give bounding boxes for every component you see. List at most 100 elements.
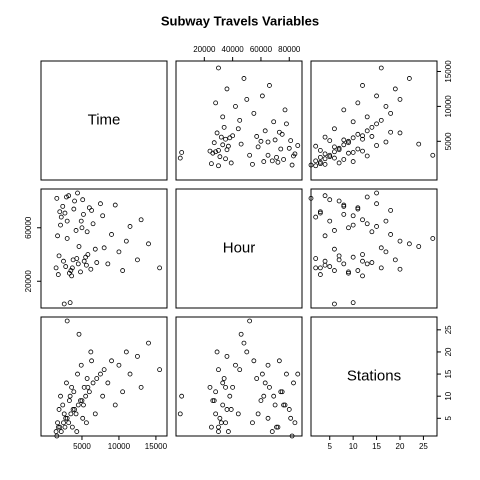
point: [360, 83, 365, 88]
point: [56, 253, 62, 259]
point: [217, 415, 223, 421]
point: [364, 128, 370, 134]
x-tick-label: 5000: [73, 442, 91, 451]
point: [69, 265, 75, 271]
point: [81, 384, 87, 390]
point: [364, 261, 370, 267]
point: [116, 362, 122, 368]
point: [177, 155, 183, 161]
point: [67, 300, 73, 306]
point: [157, 265, 163, 271]
point: [75, 190, 80, 196]
point: [313, 163, 319, 169]
point: [84, 420, 89, 426]
point: [88, 266, 94, 272]
point: [327, 218, 333, 224]
panel: [310, 60, 438, 181]
point: [66, 398, 72, 404]
point: [213, 149, 219, 155]
point: [98, 201, 103, 207]
point: [341, 157, 347, 162]
point: [374, 121, 379, 127]
point: [360, 258, 365, 264]
point: [55, 424, 61, 430]
point: [58, 214, 64, 220]
point: [216, 424, 221, 430]
point: [341, 142, 347, 148]
point: [327, 138, 333, 144]
point: [341, 261, 347, 267]
point: [81, 258, 87, 264]
point: [75, 261, 81, 267]
point: [350, 119, 356, 125]
point: [207, 384, 213, 390]
point: [74, 256, 80, 261]
point: [230, 133, 236, 139]
point: [265, 139, 271, 145]
point: [360, 273, 365, 279]
point: [247, 318, 253, 324]
point: [341, 202, 347, 208]
point: [341, 203, 347, 209]
point: [79, 398, 85, 404]
x-tick-label: 80000: [278, 45, 301, 54]
point: [317, 161, 323, 167]
point: [63, 264, 69, 269]
point: [218, 134, 224, 140]
x-tick-label: 60000: [250, 45, 273, 54]
point: [57, 209, 63, 215]
point: [336, 257, 342, 263]
point: [267, 83, 272, 88]
point: [227, 135, 233, 141]
point: [105, 261, 111, 267]
point: [61, 411, 67, 417]
point: [66, 270, 72, 276]
point: [56, 407, 62, 412]
point: [346, 270, 351, 276]
point: [127, 224, 133, 229]
x-tick-label: 5: [328, 442, 333, 451]
point: [237, 117, 243, 123]
point: [346, 150, 351, 156]
point: [397, 238, 403, 244]
point: [237, 367, 243, 373]
point: [238, 141, 244, 147]
point: [138, 384, 144, 390]
point: [109, 232, 114, 237]
point: [58, 393, 63, 399]
point: [74, 429, 80, 434]
point: [250, 161, 255, 167]
point: [322, 161, 328, 167]
panel: [175, 60, 303, 181]
point: [378, 265, 384, 271]
point: [364, 153, 370, 159]
point: [392, 86, 398, 92]
point: [265, 152, 271, 158]
point: [388, 207, 394, 213]
point: [94, 260, 100, 265]
point: [105, 380, 111, 386]
point: [86, 205, 92, 211]
point: [317, 147, 323, 153]
point: [80, 415, 86, 421]
point: [225, 429, 231, 434]
point: [374, 224, 379, 229]
point: [336, 160, 342, 166]
point: [430, 236, 436, 241]
point: [274, 154, 279, 160]
point: [388, 110, 394, 116]
point: [383, 103, 389, 109]
point: [388, 232, 394, 237]
point: [397, 266, 403, 272]
point: [265, 362, 271, 368]
point: [89, 207, 94, 213]
point: [350, 300, 356, 306]
point: [430, 152, 436, 158]
point: [259, 93, 265, 99]
point: [81, 212, 86, 217]
point: [67, 393, 73, 399]
chart-title: Subway Travels Variables: [161, 13, 319, 28]
point: [58, 429, 64, 434]
point: [64, 380, 69, 386]
point: [255, 144, 261, 150]
